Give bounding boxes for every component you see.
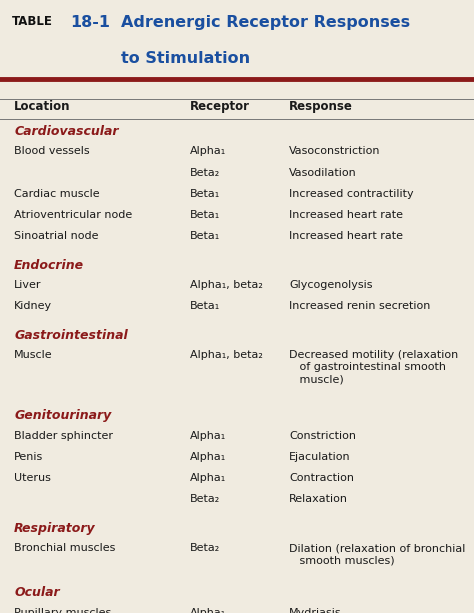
Text: Respiratory: Respiratory [14,522,96,535]
Text: Alpha₁: Alpha₁ [190,430,226,441]
Text: Beta₂: Beta₂ [190,167,220,178]
Text: TABLE: TABLE [12,15,53,28]
Text: Liver: Liver [14,280,42,290]
Text: Penis: Penis [14,452,44,462]
Text: Ocular: Ocular [14,587,60,600]
Text: Bladder sphincter: Bladder sphincter [14,430,113,441]
Text: Beta₁: Beta₁ [190,210,220,220]
Text: Uterus: Uterus [14,473,51,483]
Text: Cardiac muscle: Cardiac muscle [14,189,100,199]
Text: Alpha₁, beta₂: Alpha₁, beta₂ [190,280,263,290]
Text: Mydriasis: Mydriasis [289,607,342,613]
Text: Beta₁: Beta₁ [190,301,220,311]
Text: Endocrine: Endocrine [14,259,84,272]
Text: Constriction: Constriction [289,430,356,441]
Text: Gastrointestinal: Gastrointestinal [14,329,128,342]
Text: Ejaculation: Ejaculation [289,452,351,462]
Text: Vasoconstriction: Vasoconstriction [289,147,381,156]
Text: Sinoatrial node: Sinoatrial node [14,231,99,242]
Text: Atrioventricular node: Atrioventricular node [14,210,132,220]
Text: Alpha₁: Alpha₁ [190,473,226,483]
Text: Vasodilation: Vasodilation [289,167,357,178]
Text: Alpha₁: Alpha₁ [190,452,226,462]
Text: Kidney: Kidney [14,301,52,311]
Text: Adrenergic Receptor Responses: Adrenergic Receptor Responses [121,15,410,30]
Text: Alpha₁: Alpha₁ [190,147,226,156]
Text: Contraction: Contraction [289,473,354,483]
Text: Location: Location [14,101,71,113]
Text: Muscle: Muscle [14,350,53,360]
Text: Glycogenolysis: Glycogenolysis [289,280,373,290]
Text: Dilation (relaxation of bronchial
   smooth muscles): Dilation (relaxation of bronchial smooth… [289,543,465,565]
Text: Beta₁: Beta₁ [190,189,220,199]
Text: Beta₂: Beta₂ [190,494,220,504]
Text: Alpha₁, beta₂: Alpha₁, beta₂ [190,350,263,360]
Text: Blood vessels: Blood vessels [14,147,90,156]
Text: Increased heart rate: Increased heart rate [289,210,403,220]
Text: Alpha₁: Alpha₁ [190,607,226,613]
Text: 18-1: 18-1 [70,15,110,30]
Text: Increased contractility: Increased contractility [289,189,414,199]
Text: Pupillary muscles
  of the iris: Pupillary muscles of the iris [14,607,111,613]
Text: Bronchial muscles: Bronchial muscles [14,543,116,553]
Text: Relaxation: Relaxation [289,494,348,504]
Text: Beta₂: Beta₂ [190,543,220,553]
Text: Increased renin secretion: Increased renin secretion [289,301,430,311]
Text: Decreased motility (relaxation
   of gastrointestinal smooth
   muscle): Decreased motility (relaxation of gastro… [289,350,458,385]
Text: to Stimulation: to Stimulation [121,51,250,66]
Text: Receptor: Receptor [190,101,250,113]
Text: Beta₁: Beta₁ [190,231,220,242]
Text: Cardiovascular: Cardiovascular [14,125,118,138]
Text: Increased heart rate: Increased heart rate [289,231,403,242]
Text: Genitourinary: Genitourinary [14,409,111,422]
Text: Response: Response [289,101,353,113]
